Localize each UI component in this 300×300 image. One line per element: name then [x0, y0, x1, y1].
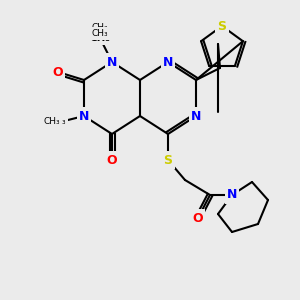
Text: N: N — [79, 110, 89, 122]
Text: N: N — [163, 56, 173, 68]
Text: N: N — [107, 56, 117, 68]
Text: S: S — [164, 154, 172, 166]
Text: CH₃: CH₃ — [50, 118, 66, 127]
Text: O: O — [53, 65, 63, 79]
Text: O: O — [193, 212, 203, 224]
Text: CH₃: CH₃ — [92, 29, 108, 38]
Text: S: S — [218, 20, 226, 32]
Text: CH₃: CH₃ — [89, 33, 110, 43]
Text: CH₃: CH₃ — [44, 118, 60, 127]
Text: N: N — [191, 110, 201, 122]
Text: O: O — [107, 154, 117, 166]
Text: N: N — [227, 188, 237, 202]
Text: CH₃: CH₃ — [92, 23, 108, 32]
